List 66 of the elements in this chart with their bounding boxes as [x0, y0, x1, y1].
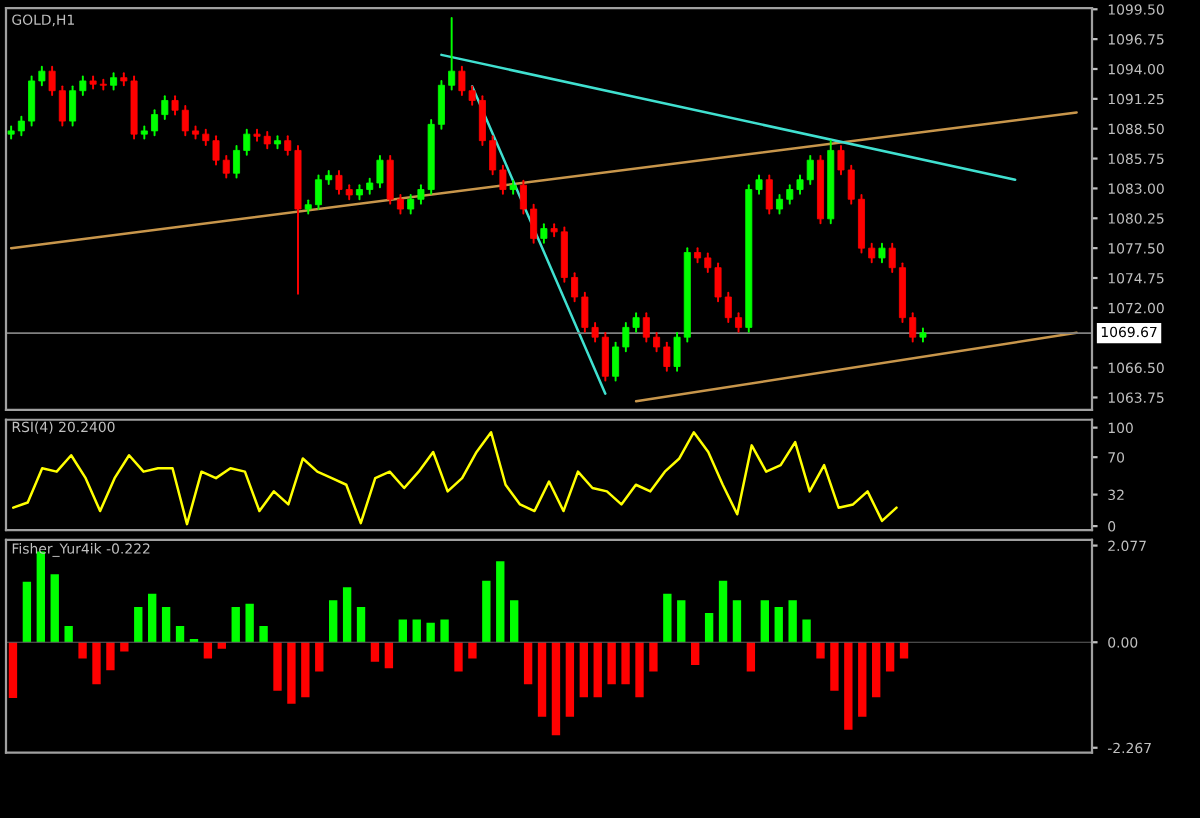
candlestick [765, 174, 773, 215]
bar [482, 580, 491, 643]
bar [329, 600, 338, 643]
bar [426, 622, 435, 643]
bar [342, 587, 352, 643]
bar [635, 642, 644, 698]
bar [8, 642, 18, 699]
bar [231, 606, 240, 643]
bar [788, 600, 797, 643]
bar [398, 619, 407, 643]
bar [148, 593, 157, 643]
bar [384, 642, 394, 669]
bar [454, 642, 463, 672]
bar [245, 603, 254, 643]
bar [621, 642, 630, 685]
bar [273, 642, 282, 691]
bar [885, 642, 895, 672]
bar [816, 642, 825, 659]
candlestick [540, 223, 548, 244]
bar [468, 642, 477, 659]
bar [412, 619, 421, 643]
bar [315, 642, 324, 672]
bar [649, 642, 658, 672]
bar [663, 593, 672, 643]
bar [92, 642, 101, 685]
bar [496, 561, 505, 643]
bar [370, 642, 380, 662]
bar [440, 619, 449, 643]
bar [760, 600, 769, 643]
bar [134, 606, 143, 643]
bar [802, 619, 811, 643]
bar [259, 625, 268, 643]
bar [858, 642, 867, 717]
bar [593, 642, 602, 698]
bar [301, 642, 310, 698]
bar [175, 625, 185, 643]
bar [899, 642, 909, 659]
bar [844, 642, 853, 730]
bar [677, 600, 686, 643]
bar [78, 642, 87, 659]
bar [161, 606, 171, 643]
bar [718, 580, 728, 643]
bar [691, 642, 700, 666]
bar [774, 606, 783, 643]
bar [872, 642, 881, 698]
bar [22, 581, 32, 643]
bar [106, 642, 115, 671]
bar [579, 642, 588, 698]
line-series [11, 431, 898, 526]
bar [120, 642, 129, 652]
bar [565, 642, 575, 717]
bar [830, 642, 839, 691]
bar [551, 642, 561, 736]
bar [732, 600, 742, 643]
bar [523, 642, 533, 685]
bar [510, 600, 519, 643]
bar [203, 642, 213, 659]
bar [356, 606, 366, 643]
bar [64, 625, 73, 643]
bar [50, 574, 59, 643]
bar [287, 642, 296, 704]
bar [607, 642, 616, 685]
bar [704, 612, 714, 643]
candlestick [878, 242, 886, 264]
bar [746, 642, 756, 672]
bar [537, 642, 547, 717]
